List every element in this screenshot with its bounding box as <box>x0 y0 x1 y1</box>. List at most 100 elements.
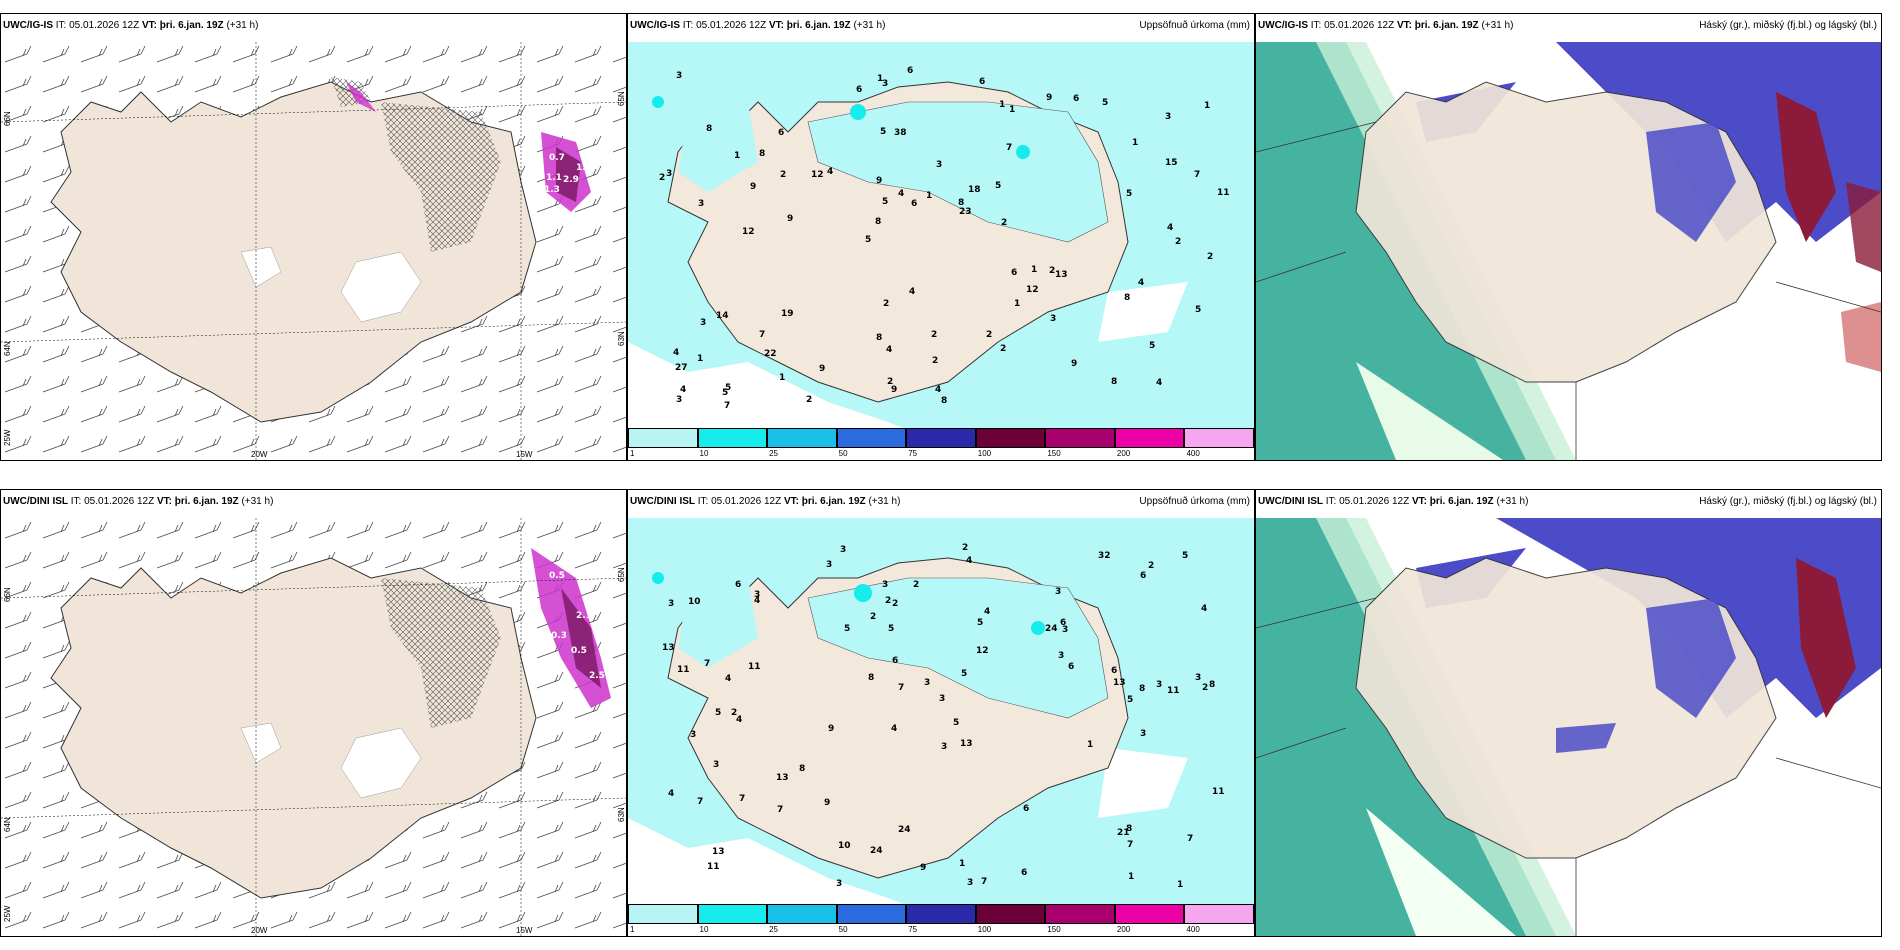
lead-time: (+31 h) <box>1496 496 1529 507</box>
legend-swatch <box>1184 428 1254 448</box>
precip-value: 5 <box>715 708 721 718</box>
precip-value: 7 <box>981 877 987 887</box>
it-label: IT: <box>70 496 82 507</box>
precip-value: 5 <box>953 718 959 728</box>
precip-value: 3 <box>676 395 682 405</box>
lead-time: (+31 h) <box>868 496 901 507</box>
model-name: UWC/DINI ISL <box>3 496 68 507</box>
legend-swatch <box>767 904 837 924</box>
legend-tick: 100 <box>977 449 992 458</box>
precip-value: 1 <box>959 859 965 869</box>
precip-value: 4 <box>754 596 760 606</box>
precip-value: 13 <box>960 739 973 749</box>
legend-tick: 25 <box>769 449 779 458</box>
it-value: 05.01.2026 12Z <box>69 20 140 31</box>
precip-value: 6 <box>1023 804 1029 814</box>
precip-value: 6 <box>892 656 898 666</box>
precip-value: 7 <box>724 401 730 411</box>
precip-value: 5 <box>1182 551 1188 561</box>
precip-value: 8 <box>876 333 882 343</box>
precip-value: 3 <box>1156 680 1162 690</box>
legend-swatch <box>697 904 768 924</box>
precip-value: 1 <box>1128 872 1134 882</box>
vt-label: VT: <box>156 496 172 507</box>
precip-value: 2 <box>1148 561 1154 571</box>
lat-label-bottom: 64N <box>3 817 12 832</box>
wind-value: 0.3 <box>551 631 567 641</box>
precip-map: 4335755314427223818138311615885691985281… <box>628 42 1254 438</box>
precip-value: 4 <box>886 345 892 355</box>
precip-value: 9 <box>787 214 793 224</box>
precip-value: 5 <box>722 388 728 398</box>
precip-value: 5 <box>865 235 871 245</box>
panel-header: UWC/IG-IS IT: 05.01.2026 12Z VT: þri. 6.… <box>3 20 622 36</box>
precip-value: 3 <box>1165 112 1171 122</box>
precip-value: 6 <box>1011 268 1017 278</box>
precip-value: 38 <box>894 128 907 138</box>
precip-value: 2 <box>932 356 938 366</box>
precip-value: 8 <box>1111 377 1117 387</box>
model-name: UWC/DINI ISL <box>630 496 695 507</box>
precip-value: 2 <box>892 599 898 609</box>
it-value: 05.01.2026 12Z <box>696 20 767 31</box>
legend-tick: 1 <box>630 925 635 934</box>
precip-value: 4 <box>935 385 941 395</box>
precip-panel-row1: UWC/IG-IS IT: 05.01.2026 12Z VT: þri. 6.… <box>627 13 1255 461</box>
precip-value: 2 <box>883 299 889 309</box>
precip-value: 1 <box>1132 138 1138 148</box>
legend-swatch <box>1114 904 1185 924</box>
lead-time: (+31 h) <box>226 20 259 31</box>
precip-value: 4 <box>1201 604 1207 614</box>
precip-value: 5 <box>1195 305 1201 315</box>
precip-value: 19 <box>781 309 794 319</box>
precip-value: 13 <box>662 643 675 653</box>
precip-value: 3 <box>1055 587 1061 597</box>
lat-label-right-2: 63N <box>617 331 626 346</box>
precip-value: 6 <box>1073 94 1079 104</box>
precip-value: 1 <box>1009 105 1015 115</box>
precip-value: 8 <box>799 764 805 774</box>
precip-value: 12 <box>1026 285 1039 295</box>
precip-value: 8 <box>759 149 765 159</box>
precip-value: 2 <box>1175 237 1181 247</box>
precip-value: 3 <box>1140 729 1146 739</box>
legend-tick: 25 <box>769 925 779 934</box>
precip-value: 27 <box>675 363 688 373</box>
precip-value: 5 <box>888 624 894 634</box>
precip-value: 7 <box>1127 840 1133 850</box>
precip-value: 13 <box>712 847 725 857</box>
precip-value: 5 <box>1149 341 1155 351</box>
precip-value: 3 <box>836 879 842 889</box>
precip-value: 13 <box>1055 270 1068 280</box>
precip-value: 8 <box>706 124 712 134</box>
cloud-title: Háský (gr.), miðský (fj.bl.) og lágský (… <box>1699 496 1877 507</box>
precip-value: 18 <box>968 185 981 195</box>
wind-panel-row2: UWC/DINI ISL IT: 05.01.2026 12Z VT: þri.… <box>0 489 627 937</box>
lead-time: (+31 h) <box>853 20 886 31</box>
legend-tick: 100 <box>977 925 992 934</box>
precip-value: 4 <box>984 607 990 617</box>
precip-value: 3 <box>924 678 930 688</box>
precip-value: 2 <box>659 173 665 183</box>
precip-value: 7 <box>1194 170 1200 180</box>
legend-tick: 1 <box>630 449 635 458</box>
lat-label-right: 65N <box>617 91 626 106</box>
legend-tick: 200 <box>1116 449 1131 458</box>
lat-label-left: 25W <box>3 429 12 446</box>
precip-value: 5 <box>1127 695 1133 705</box>
precip-value: 2 <box>913 580 919 590</box>
it-label: IT: <box>682 20 694 31</box>
legend-swatch <box>767 428 837 448</box>
panel-header: UWC/DINI ISL IT: 05.01.2026 12Z VT: þri.… <box>3 496 622 512</box>
precip-value: 13 <box>776 773 789 783</box>
wind-value: 1.9 <box>576 163 592 173</box>
precip-value: 1 <box>1087 740 1093 750</box>
vt-value: þri. 6.jan. 19Z <box>801 496 866 507</box>
precip-value: 3 <box>941 742 947 752</box>
precip-value: 10 <box>838 841 851 851</box>
legend-tick: 150 <box>1047 449 1061 458</box>
precip-value: 8 <box>958 198 964 208</box>
wind-map: 0.5 2.1 0.3 0.5 2.5 <box>1 518 626 936</box>
precip-value: 12 <box>742 227 755 237</box>
precip-value: 7 <box>697 797 703 807</box>
